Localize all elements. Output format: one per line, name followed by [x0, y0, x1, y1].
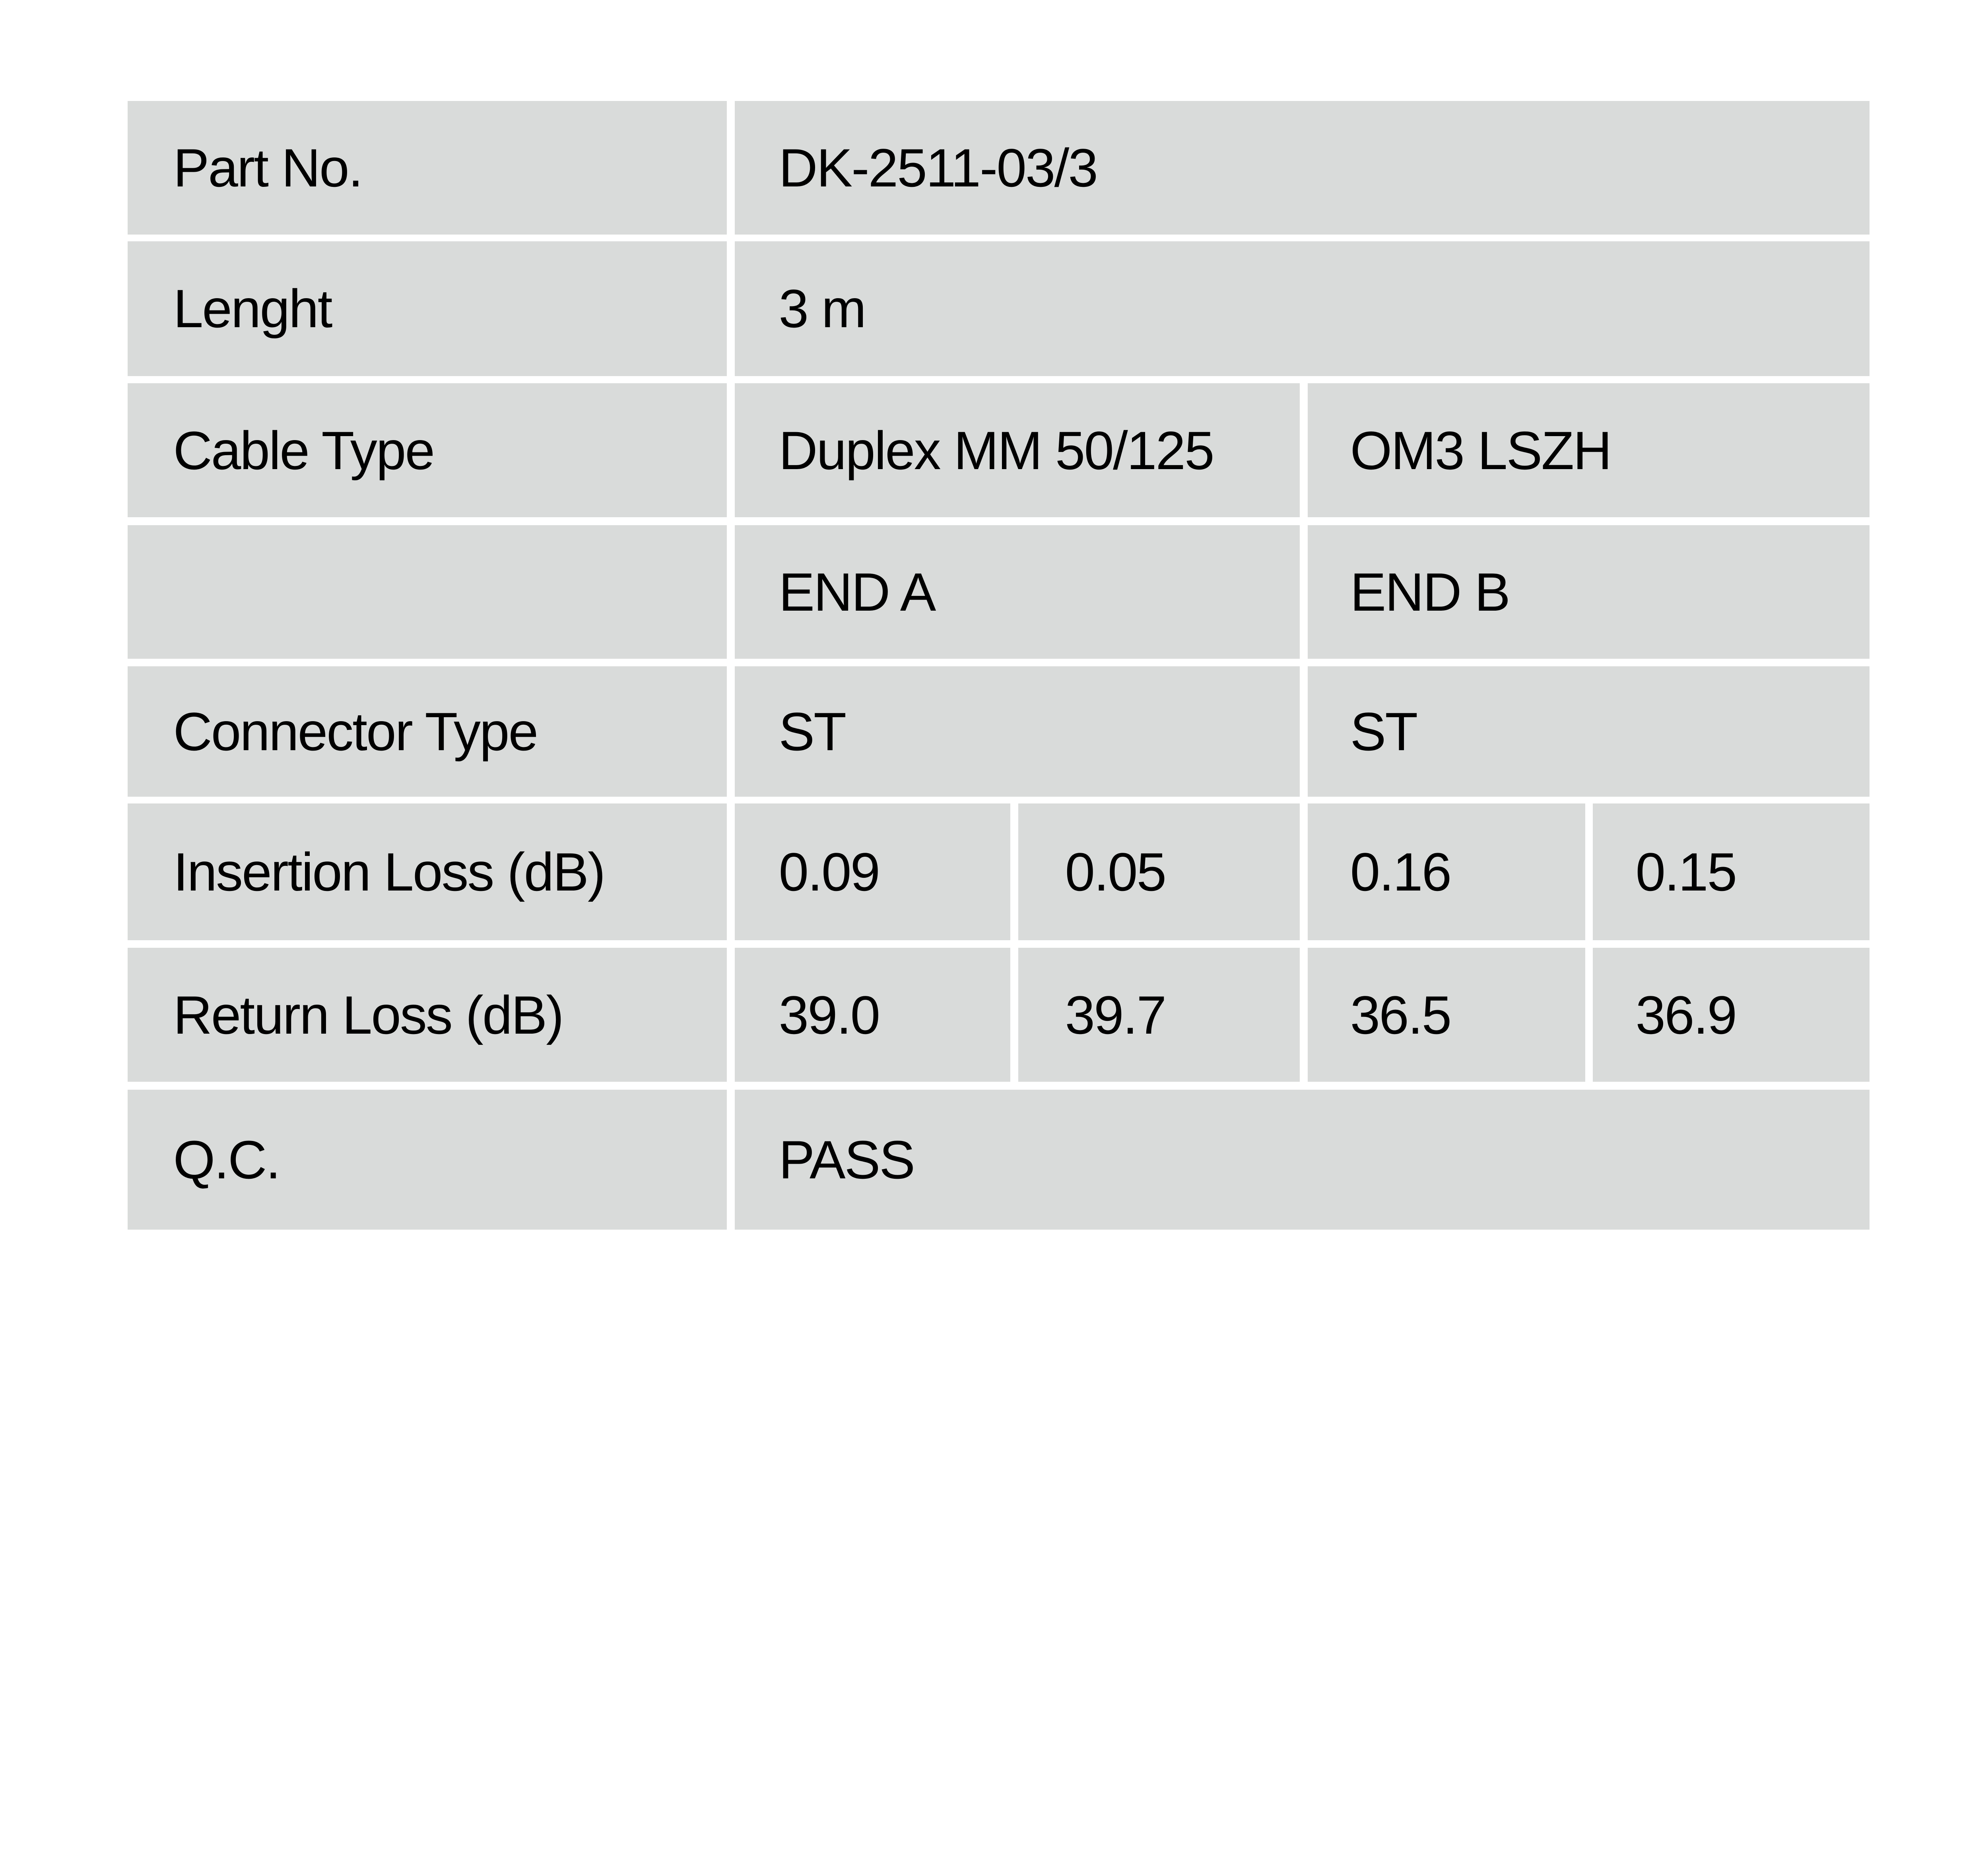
value-return-loss-a2: 39.7: [1018, 948, 1300, 1082]
value-connector-a: ST: [734, 666, 1300, 797]
value-insertion-loss-b2: 0.15: [1593, 803, 1870, 940]
value-connector-b: ST: [1307, 666, 1870, 797]
value-return-loss-a1: 39.0: [734, 948, 1010, 1082]
label-insertion-loss: Insertion Loss (dB): [128, 803, 727, 940]
header-end-b: END B: [1307, 525, 1870, 659]
label-cable-type: Cable Type: [128, 383, 727, 518]
value-return-loss-b1: 36.5: [1307, 948, 1586, 1082]
value-insertion-loss-b1: 0.16: [1307, 803, 1586, 940]
label-part-no: Part No.: [128, 101, 727, 235]
label-return-loss: Return Loss (dB): [128, 948, 727, 1082]
value-return-loss-b2: 36.9: [1593, 948, 1870, 1082]
label-connector-type: Connector Type: [128, 666, 727, 797]
value-cable-type-b: OM3 LSZH: [1307, 383, 1870, 518]
label-qc: Q.C.: [128, 1089, 727, 1230]
value-qc: PASS: [734, 1089, 1870, 1230]
value-insertion-loss-a2: 0.05: [1018, 803, 1300, 940]
value-cable-type-a: Duplex MM 50/125: [734, 383, 1300, 518]
value-part-no: DK-2511-03/3: [734, 101, 1870, 235]
value-length: 3 m: [734, 241, 1870, 376]
label-length: Lenght: [128, 241, 727, 376]
label-ends: [128, 525, 727, 659]
value-insertion-loss-a1: 0.09: [734, 803, 1010, 940]
header-end-a: END A: [734, 525, 1300, 659]
